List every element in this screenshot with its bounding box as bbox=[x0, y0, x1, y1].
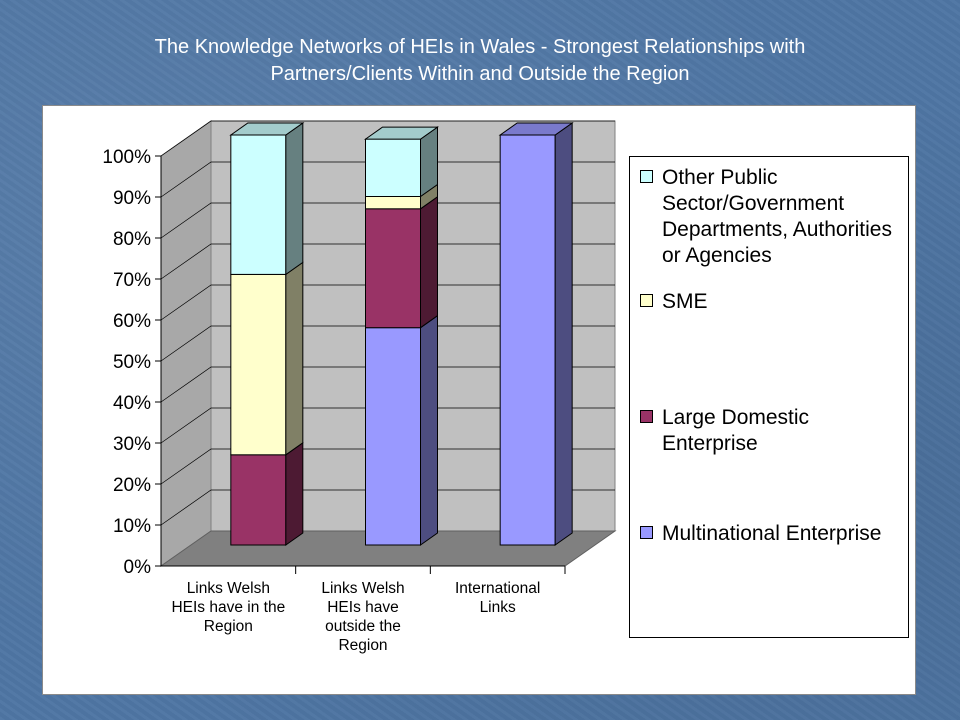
x-category-label: Links Welsh bbox=[187, 580, 270, 597]
legend-label: Large Domestic Enterprise bbox=[662, 405, 907, 457]
y-tick-label: 80% bbox=[113, 229, 151, 250]
bar-segment bbox=[365, 196, 421, 210]
slide-title: The Knowledge Networks of HEIs in Wales … bbox=[20, 34, 940, 88]
gridline bbox=[160, 325, 615, 362]
slide-title-line-1: The Knowledge Networks of HEIs in Wales … bbox=[154, 36, 806, 58]
bar-segment bbox=[365, 327, 421, 546]
chart-frame: 0% 10% 20% 30% 40% 50% 60% 70% 80% 90% 100% Links W… bbox=[42, 105, 916, 695]
y-tick-label: 0% bbox=[124, 557, 152, 578]
bar-top-face bbox=[229, 122, 305, 136]
y-tick-label: 60% bbox=[113, 311, 151, 332]
x-category-label: HEIs have bbox=[327, 599, 399, 616]
x-category-label: outside the bbox=[325, 618, 401, 635]
bar-top-face bbox=[498, 122, 574, 136]
y-tick-label: 50% bbox=[113, 352, 151, 373]
bar-segment bbox=[230, 454, 287, 546]
legend-label-line: Departments, Authorities bbox=[662, 218, 892, 241]
legend-label-line: Multinational Enterprise bbox=[662, 522, 882, 545]
gridline bbox=[160, 489, 615, 526]
legend-label-line: Enterprise bbox=[662, 432, 758, 455]
bar-segment-side bbox=[554, 122, 573, 546]
x-category-label: Region bbox=[204, 618, 253, 635]
bar-segment-side bbox=[420, 314, 438, 546]
legend-label: Multinational Enterprise bbox=[662, 521, 907, 547]
gridline bbox=[160, 366, 615, 403]
gridline bbox=[160, 202, 615, 239]
bar-top-face bbox=[363, 126, 440, 140]
y-tick-label: 30% bbox=[113, 434, 151, 455]
x-category-label: Region bbox=[338, 637, 387, 654]
stacked-bar-chart: 0% 10% 20% 30% 40% 50% 60% 70% 80% 90% 100% Links W… bbox=[102, 120, 617, 654]
y-tick-label: 100% bbox=[102, 147, 151, 168]
bar-segment-side bbox=[285, 261, 304, 456]
bar-segment bbox=[365, 208, 421, 329]
legend-swatch bbox=[640, 170, 653, 183]
y-tick-label: 40% bbox=[113, 393, 151, 414]
legend-label-line: or Agencies bbox=[662, 244, 772, 267]
bar-segment bbox=[230, 273, 287, 456]
x-category-label: Links Welsh bbox=[321, 580, 404, 597]
bar-segment bbox=[365, 138, 421, 197]
bar-segment-side bbox=[285, 441, 304, 546]
y-tick-label: 10% bbox=[113, 516, 151, 537]
gridline bbox=[160, 161, 615, 198]
legend-label: Other Public Sector/Government Departments… bbox=[662, 165, 907, 269]
legend-label-line: Sector/Government bbox=[662, 192, 845, 215]
gridline bbox=[160, 407, 615, 444]
legend-label-line: Large Domestic bbox=[662, 406, 810, 429]
x-category-label: HEIs have in the bbox=[171, 599, 285, 616]
bar-segment bbox=[499, 134, 556, 546]
y-tick-label: 20% bbox=[113, 475, 151, 496]
bar-segment-side bbox=[285, 122, 304, 276]
legend-swatch bbox=[640, 526, 653, 539]
gridline bbox=[160, 243, 615, 280]
slide-title-line-2: Partners/Clients Within and Outside the … bbox=[270, 63, 690, 85]
bar-segment bbox=[230, 134, 287, 275]
bar-segment-side bbox=[420, 195, 438, 329]
x-category-label: International bbox=[455, 580, 540, 597]
legend-swatch bbox=[640, 294, 653, 307]
gridline bbox=[160, 120, 615, 157]
legend-label: SME bbox=[662, 289, 907, 315]
legend-swatch bbox=[640, 410, 653, 423]
y-tick-label: 90% bbox=[113, 188, 151, 209]
x-category-label: Links bbox=[480, 599, 516, 616]
gridline bbox=[160, 448, 615, 485]
legend-label-line: SME bbox=[662, 290, 708, 313]
legend-label-line: Other Public bbox=[662, 166, 778, 189]
chart-legend: Other Public Sector/Government Departments… bbox=[629, 156, 909, 638]
y-tick-label: 70% bbox=[113, 270, 151, 291]
gridline bbox=[160, 284, 615, 321]
